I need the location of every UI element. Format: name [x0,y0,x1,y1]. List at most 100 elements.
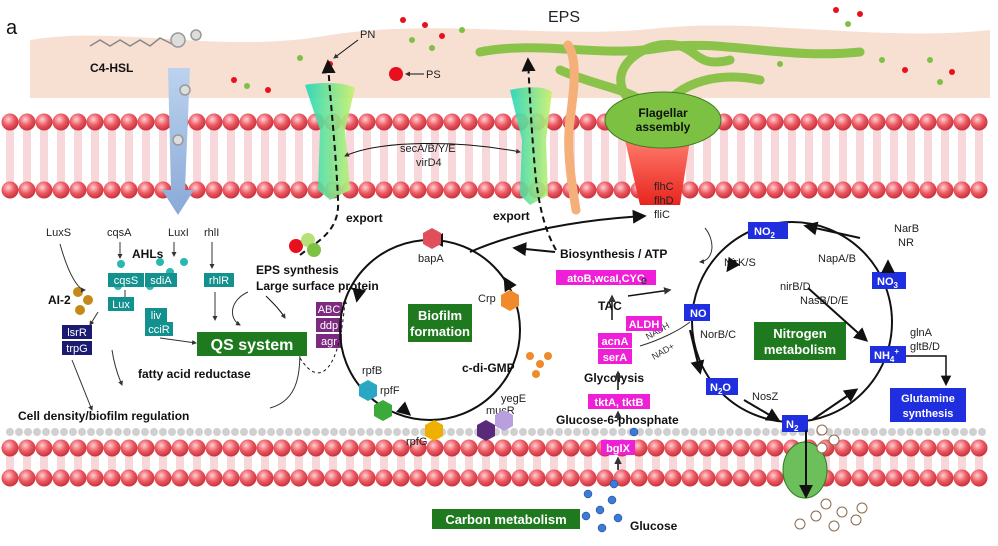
lipid-head [307,469,325,487]
lipid-tail [176,448,184,478]
svg-text:liv: liv [151,310,162,322]
svg-text:NO: NO [690,308,707,320]
rhlI-label: rhlI [204,227,219,239]
lipid-head [681,181,699,199]
lipid-tail [227,448,235,478]
lipid-tail [516,448,524,478]
lipid-tail [261,448,269,478]
lipid-tail [771,448,779,478]
periplasm-bead [150,428,158,436]
lipid-tail [550,448,558,478]
lipid-tail [159,448,167,478]
periplasm-bead [582,428,590,436]
lipid-head [18,439,36,457]
lipid-head [494,439,512,457]
lipid-head [477,113,495,131]
lipid-head [851,439,869,457]
svg-text:rhlR: rhlR [209,275,229,287]
lipid-head [239,113,257,131]
lipid-head [222,469,240,487]
lipid-tail [380,448,388,478]
periplasm-bead [141,428,149,436]
lipid-tail [958,122,966,190]
qs-arrows [59,242,301,411]
periplasm-bead [807,428,815,436]
lipid-tail [890,122,898,190]
flagellar-motor [625,140,690,205]
flagellar-label-1: Flagellar [638,106,688,120]
lipid-head [290,469,308,487]
periplasm-bead [105,428,113,436]
lipid-head [409,113,427,131]
lipid-head [341,469,359,487]
lipid-tail [227,122,235,190]
lipid-head [460,439,478,457]
lipid-tail [856,448,864,478]
lipid-head [103,469,121,487]
periplasm-bead [924,428,932,436]
lipid-head [953,469,971,487]
ai2-label: AI-2 [48,293,71,307]
lipid-head [137,181,155,199]
qs-system-label: QS system [211,337,294,354]
aldh-box [626,316,662,331]
lipid-head [358,181,376,199]
lipid-tail [278,122,286,190]
lipid-head [953,181,971,199]
lipid-head [1,469,19,487]
lipid-head [239,469,257,487]
lipid-tail [193,448,201,478]
periplasm-bead [384,428,392,436]
lipid-tail [822,122,830,190]
lipid-tail [74,448,82,478]
lipid-head [834,181,852,199]
eps-label: EPS [548,9,580,26]
lipid-head [460,469,478,487]
lipid-tail [958,448,966,478]
lipid-tail [618,122,626,190]
nitrogen-labels: NarB NR NapA/B NirK/S nirB/D NasB/D/E No… [700,223,940,403]
lipid-head [392,439,410,457]
periplasm-bead [357,428,365,436]
lipid-head [851,469,869,487]
genes1-box [556,270,656,285]
lipid-tail [363,448,371,478]
lipid-tail [278,448,286,478]
nitrogen-title-2: metabolism [764,342,836,357]
lipid-tail [567,448,575,478]
nitrogen-title-1: Nitrogen [773,326,827,341]
periplasm-bead [699,428,707,436]
lipid-head [35,439,53,457]
svg-text:nirB/D: nirB/D [780,281,811,293]
lipid-tail [414,122,422,190]
lipid-head [579,113,597,131]
lipid-tail [363,122,371,190]
panel-label: a [6,17,18,39]
lipid-head [460,113,478,131]
lipid-tail [873,448,881,478]
lipid-head [834,439,852,457]
lipid-tail [771,122,779,190]
periplasm-bead [834,428,842,436]
lipid-head [749,113,767,131]
lipid-tail [873,122,881,190]
periplasm-bead [555,428,563,436]
lipid-head [528,469,546,487]
lipid-head [902,469,920,487]
lipid-head [766,439,784,457]
qs-boxes: cqsS sdiA rhlR Lux liv cciR lsrR trpG [62,273,234,355]
lipid-head [630,469,648,487]
periplasm-bead [708,428,716,436]
lipid-tail [57,122,65,190]
lipid-head [868,113,886,131]
lipid-tail [669,448,677,478]
lipid-head [970,113,988,131]
lipid-tail [40,448,48,478]
periplasm-bead [33,428,41,436]
lipid-head [477,181,495,199]
periplasm-bead [861,428,869,436]
pn-label: PN [360,29,375,41]
lipid-head [120,181,138,199]
lipid-head [783,181,801,199]
lipid-head [103,113,121,131]
